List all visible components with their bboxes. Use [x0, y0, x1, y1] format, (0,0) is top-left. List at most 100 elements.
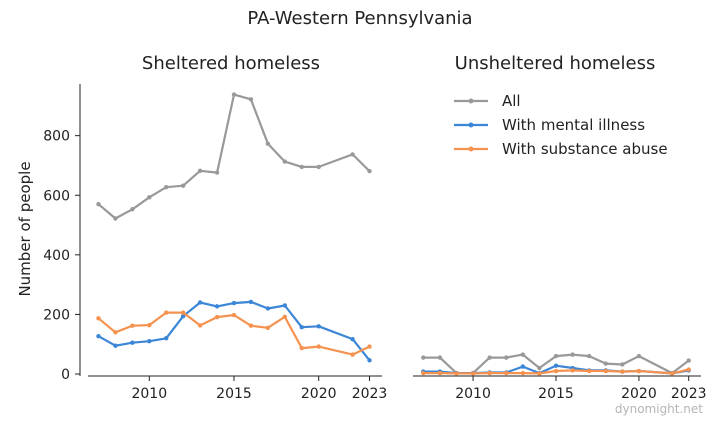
data-point	[350, 336, 355, 342]
panel-1-title: Sheltered homeless	[142, 53, 320, 74]
x-tick-label: 2010	[131, 386, 167, 402]
data-point	[147, 339, 152, 344]
data-point	[686, 367, 691, 372]
legend-label: With substance abuse	[502, 140, 668, 158]
data-point	[265, 325, 271, 331]
data-point	[299, 164, 304, 170]
data-point	[350, 152, 355, 157]
y-tick-label: 400	[43, 248, 70, 264]
legend-marker	[468, 146, 474, 152]
data-point	[282, 303, 288, 308]
data-point	[197, 323, 203, 328]
panel-sheltered: 2010 2015 2020 2023 0 200 400 600 800	[43, 84, 387, 402]
data-point	[470, 371, 476, 376]
data-point	[367, 168, 372, 174]
data-point	[350, 352, 355, 357]
data-point	[316, 324, 321, 329]
data-point	[248, 97, 254, 102]
data-point	[316, 344, 321, 349]
x-tick-label: 2020	[621, 386, 657, 402]
data-point	[586, 368, 592, 374]
data-point	[180, 183, 186, 188]
data-point	[504, 355, 509, 360]
data-point	[130, 340, 135, 345]
data-point	[421, 370, 426, 376]
data-point	[520, 364, 526, 369]
data-point	[636, 353, 642, 359]
data-point	[367, 344, 372, 349]
series-line	[97, 93, 371, 220]
series-line	[97, 311, 370, 356]
data-point	[537, 371, 542, 376]
data-point	[164, 185, 169, 190]
data-point	[586, 353, 592, 359]
data-point	[520, 352, 526, 357]
data-point	[316, 164, 321, 170]
data-point	[197, 168, 203, 174]
data-point	[130, 207, 135, 212]
data-point	[96, 316, 101, 321]
data-point	[620, 369, 625, 374]
y-tick-label: 0	[61, 367, 70, 383]
data-point	[282, 159, 288, 164]
data-point	[570, 368, 575, 373]
x-tick-label: 2010	[455, 386, 491, 402]
panel-2-title: Unsheltered homeless	[455, 53, 656, 74]
data-point	[214, 170, 220, 175]
panel-unsheltered: 2010 2015 2020 2023	[413, 352, 707, 402]
data-point	[620, 362, 625, 367]
data-point	[299, 345, 304, 351]
data-point	[454, 371, 459, 376]
y-tick-label: 800	[43, 129, 70, 145]
data-point	[487, 370, 492, 376]
series-line	[423, 368, 689, 375]
data-point	[504, 370, 509, 376]
data-point	[553, 363, 559, 368]
data-point	[231, 92, 237, 97]
data-point	[248, 299, 254, 305]
data-point	[113, 216, 118, 221]
y-axis-label: Number of people	[16, 161, 34, 296]
data-point	[487, 355, 492, 360]
data-point	[96, 201, 101, 207]
legend-label: All	[502, 92, 521, 110]
data-point	[197, 300, 203, 305]
x-tick-label: 2023	[352, 386, 388, 402]
data-point	[686, 358, 691, 363]
data-point	[603, 368, 608, 374]
data-point	[437, 370, 443, 376]
data-point	[180, 310, 186, 315]
data-point	[603, 361, 608, 366]
y-tick-label: 600	[43, 188, 70, 204]
data-point	[537, 365, 542, 371]
data-point	[248, 323, 254, 328]
data-point	[113, 343, 118, 348]
data-point	[282, 314, 288, 319]
data-point	[231, 312, 237, 318]
x-tick-label: 2020	[301, 386, 337, 402]
x-tick-label: 2015	[538, 386, 574, 402]
data-point	[669, 371, 675, 376]
data-point	[367, 358, 372, 363]
figure-title: PA-Western Pennsylvania	[247, 8, 472, 29]
data-point	[130, 323, 135, 328]
data-point	[520, 370, 526, 376]
data-point	[553, 368, 559, 374]
data-point	[265, 306, 271, 311]
data-point	[231, 300, 237, 306]
data-point	[214, 314, 220, 320]
data-point	[214, 304, 220, 309]
data-point	[164, 336, 169, 341]
data-point	[437, 355, 443, 360]
data-point	[421, 355, 426, 360]
data-point	[553, 353, 559, 359]
data-point	[147, 195, 152, 200]
series-line	[97, 300, 371, 361]
data-point	[164, 310, 169, 315]
data-point	[265, 141, 271, 146]
legend-label: With mental illness	[502, 116, 645, 134]
legend-marker	[468, 98, 474, 104]
data-point	[147, 322, 152, 328]
